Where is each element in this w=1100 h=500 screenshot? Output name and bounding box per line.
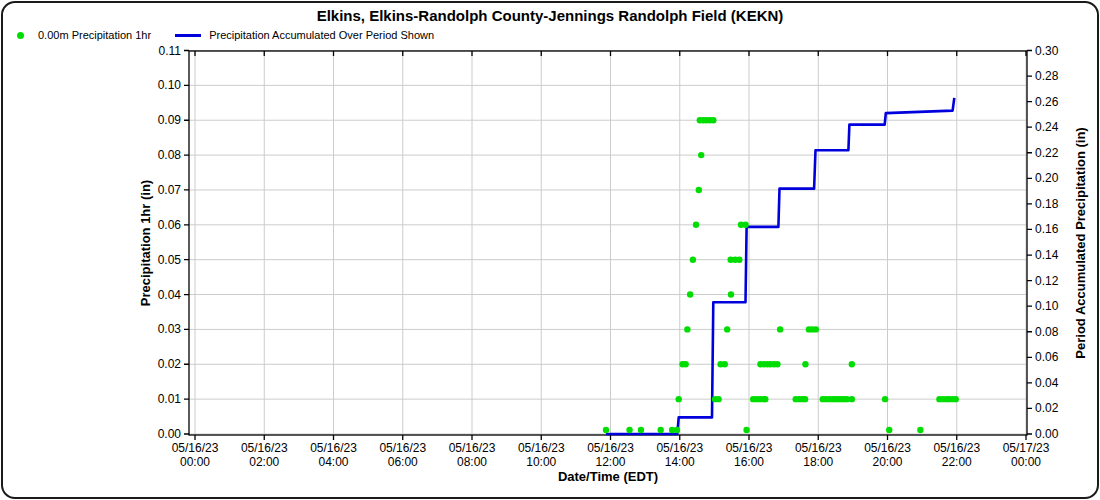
svg-text:0.09: 0.09 [158, 113, 182, 127]
svg-text:05/16/23: 05/16/23 [795, 441, 842, 455]
right-axis-title: Period Accumulated Precipitation (in) [1073, 127, 1088, 358]
svg-text:16:00: 16:00 [734, 455, 764, 469]
plot-border [189, 51, 1027, 435]
svg-text:05/16/23: 05/16/23 [241, 441, 288, 455]
svg-text:0.02: 0.02 [1035, 401, 1059, 415]
svg-text:22:00: 22:00 [942, 455, 972, 469]
x-axis-title: Date/Time (EDT) [558, 469, 658, 484]
svg-text:18:00: 18:00 [803, 455, 833, 469]
svg-text:0.03: 0.03 [158, 322, 182, 336]
svg-text:05/16/23: 05/16/23 [449, 441, 496, 455]
grid-lines [189, 51, 1027, 436]
precipitation-chart: 0.00 0.01 0.02 0.03 0.04 0.05 0.06 0.07 0.08 0.09… [3, 3, 1099, 499]
svg-text:0.28: 0.28 [1035, 69, 1059, 83]
svg-text:0.07: 0.07 [158, 183, 182, 197]
svg-text:0.12: 0.12 [1035, 274, 1059, 288]
svg-text:0.08: 0.08 [158, 148, 182, 162]
chart-window-frame: Elkins, Elkins-Randolph County-Jennings … [1, 1, 1099, 499]
svg-text:05/16/23: 05/16/23 [310, 441, 357, 455]
svg-text:05/16/23: 05/16/23 [864, 441, 911, 455]
svg-text:0.26: 0.26 [1035, 95, 1059, 109]
svg-text:0.14: 0.14 [1035, 248, 1059, 262]
svg-text:12:00: 12:00 [595, 455, 625, 469]
svg-text:05/16/23: 05/16/23 [726, 441, 773, 455]
svg-text:0.06: 0.06 [158, 218, 182, 232]
svg-text:0.16: 0.16 [1035, 222, 1059, 236]
svg-text:20:00: 20:00 [872, 455, 902, 469]
axis-ticks-and-labels: 0.00 0.01 0.02 0.03 0.04 0.05 0.06 0.07 0.08 0.09… [158, 44, 1059, 470]
svg-text:0.22: 0.22 [1035, 146, 1059, 160]
svg-text:05/16/23: 05/16/23 [656, 441, 703, 455]
svg-text:05/16/23: 05/16/23 [172, 441, 219, 455]
svg-text:14:00: 14:00 [665, 455, 695, 469]
accumulation-line-series [606, 98, 954, 434]
svg-text:0.05: 0.05 [158, 253, 182, 267]
svg-text:0.00: 0.00 [1035, 427, 1059, 441]
svg-text:0.18: 0.18 [1035, 197, 1059, 211]
svg-text:0.30: 0.30 [1035, 44, 1059, 58]
svg-text:04:00: 04:00 [318, 455, 348, 469]
svg-text:05/17/23: 05/17/23 [1003, 441, 1050, 455]
svg-text:0.01: 0.01 [158, 392, 182, 406]
svg-text:0.20: 0.20 [1035, 171, 1059, 185]
svg-text:05/16/23: 05/16/23 [379, 441, 426, 455]
svg-text:00:00: 00:00 [1011, 455, 1041, 469]
svg-text:0.04: 0.04 [158, 288, 182, 302]
svg-text:0.00: 0.00 [158, 427, 182, 441]
svg-text:0.24: 0.24 [1035, 120, 1059, 134]
precip-1hr-dot-series [603, 117, 959, 433]
svg-text:0.08: 0.08 [1035, 325, 1059, 339]
svg-text:0.10: 0.10 [1035, 299, 1059, 313]
svg-text:00:00: 00:00 [180, 455, 210, 469]
svg-text:08:00: 08:00 [457, 455, 487, 469]
svg-text:0.04: 0.04 [1035, 376, 1059, 390]
svg-text:02:00: 02:00 [249, 455, 279, 469]
svg-text:0.02: 0.02 [158, 357, 182, 371]
svg-text:0.11: 0.11 [159, 44, 182, 58]
svg-text:05/16/23: 05/16/23 [933, 441, 980, 455]
left-axis-title: Precipitation 1hr (in) [138, 180, 153, 306]
svg-text:0.10: 0.10 [158, 78, 182, 92]
svg-text:0.06: 0.06 [1035, 350, 1059, 364]
svg-text:06:00: 06:00 [388, 455, 418, 469]
svg-text:10:00: 10:00 [526, 455, 556, 469]
svg-text:05/16/23: 05/16/23 [518, 441, 565, 455]
svg-text:05/16/23: 05/16/23 [587, 441, 634, 455]
